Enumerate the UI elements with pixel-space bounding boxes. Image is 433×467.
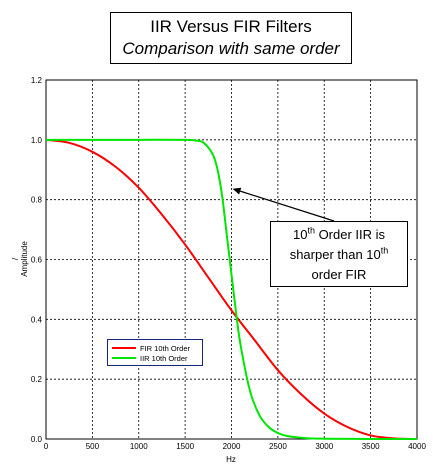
legend: FIR 10th Order IIR 10th Order	[107, 339, 203, 366]
annotation-line-2: sharper than 10th	[289, 245, 389, 262]
y-tick-label: 0.0	[31, 435, 43, 444]
iir-series-line	[46, 138, 418, 441]
x-tick-label: 2000	[223, 442, 241, 451]
x-tick-label: 3500	[362, 442, 380, 451]
y-tick-label: 1.2	[31, 76, 43, 85]
legend-swatch-fir	[112, 347, 136, 349]
y-tick-label: 0.6	[31, 256, 43, 265]
x-tick-label: 1000	[130, 442, 148, 451]
y-tick-label: 0.8	[31, 196, 43, 205]
x-tick-label: 0	[44, 442, 49, 451]
annotation-line-3: order FIR	[311, 267, 367, 282]
x-tick-label: 4000	[408, 442, 426, 451]
x-tick-label: 3000	[315, 442, 333, 451]
legend-item-iir: IIR 10th Order	[112, 353, 188, 363]
y-axis-label-mark: /	[11, 257, 20, 260]
y-axis-label: Amplitude	[20, 241, 29, 277]
series	[45, 138, 418, 441]
plot-frame	[45, 79, 418, 440]
legend-swatch-iir	[112, 357, 136, 359]
x-tick-label: 500	[86, 442, 100, 451]
annotation-line-1: 10th Order IIR is	[292, 225, 386, 242]
annotation-box: 10th Order IIR is sharper than 10th orde…	[270, 221, 408, 287]
y-tick-label: 0.2	[31, 375, 43, 384]
chart-title: IIR Versus FIR Filters	[150, 17, 312, 36]
axis-ticks: 0 500 1000 1500 2000 2500 3000 3500 4000 0.0 0.2 0.…	[31, 76, 427, 451]
y-tick-label: 1.0	[31, 136, 43, 145]
fir-series-line	[45, 138, 418, 440]
x-axis-label: Hz	[226, 455, 236, 464]
y-tick-label: 0.4	[31, 315, 43, 324]
legend-item-fir: FIR 10th Order	[112, 343, 190, 353]
legend-label-fir: FIR 10th Order	[140, 343, 191, 353]
chart-title-box: IIR Versus FIR Filters Comparison with s…	[110, 12, 352, 64]
x-tick-label: 1500	[176, 442, 194, 451]
legend-label-iir: IIR 10th Order	[140, 353, 188, 363]
annotation-arrow	[240, 190, 335, 222]
chart-subtitle: Comparison with same order	[122, 39, 340, 58]
annotation-arrowhead	[232, 187, 242, 195]
x-tick-label: 2500	[269, 442, 287, 451]
